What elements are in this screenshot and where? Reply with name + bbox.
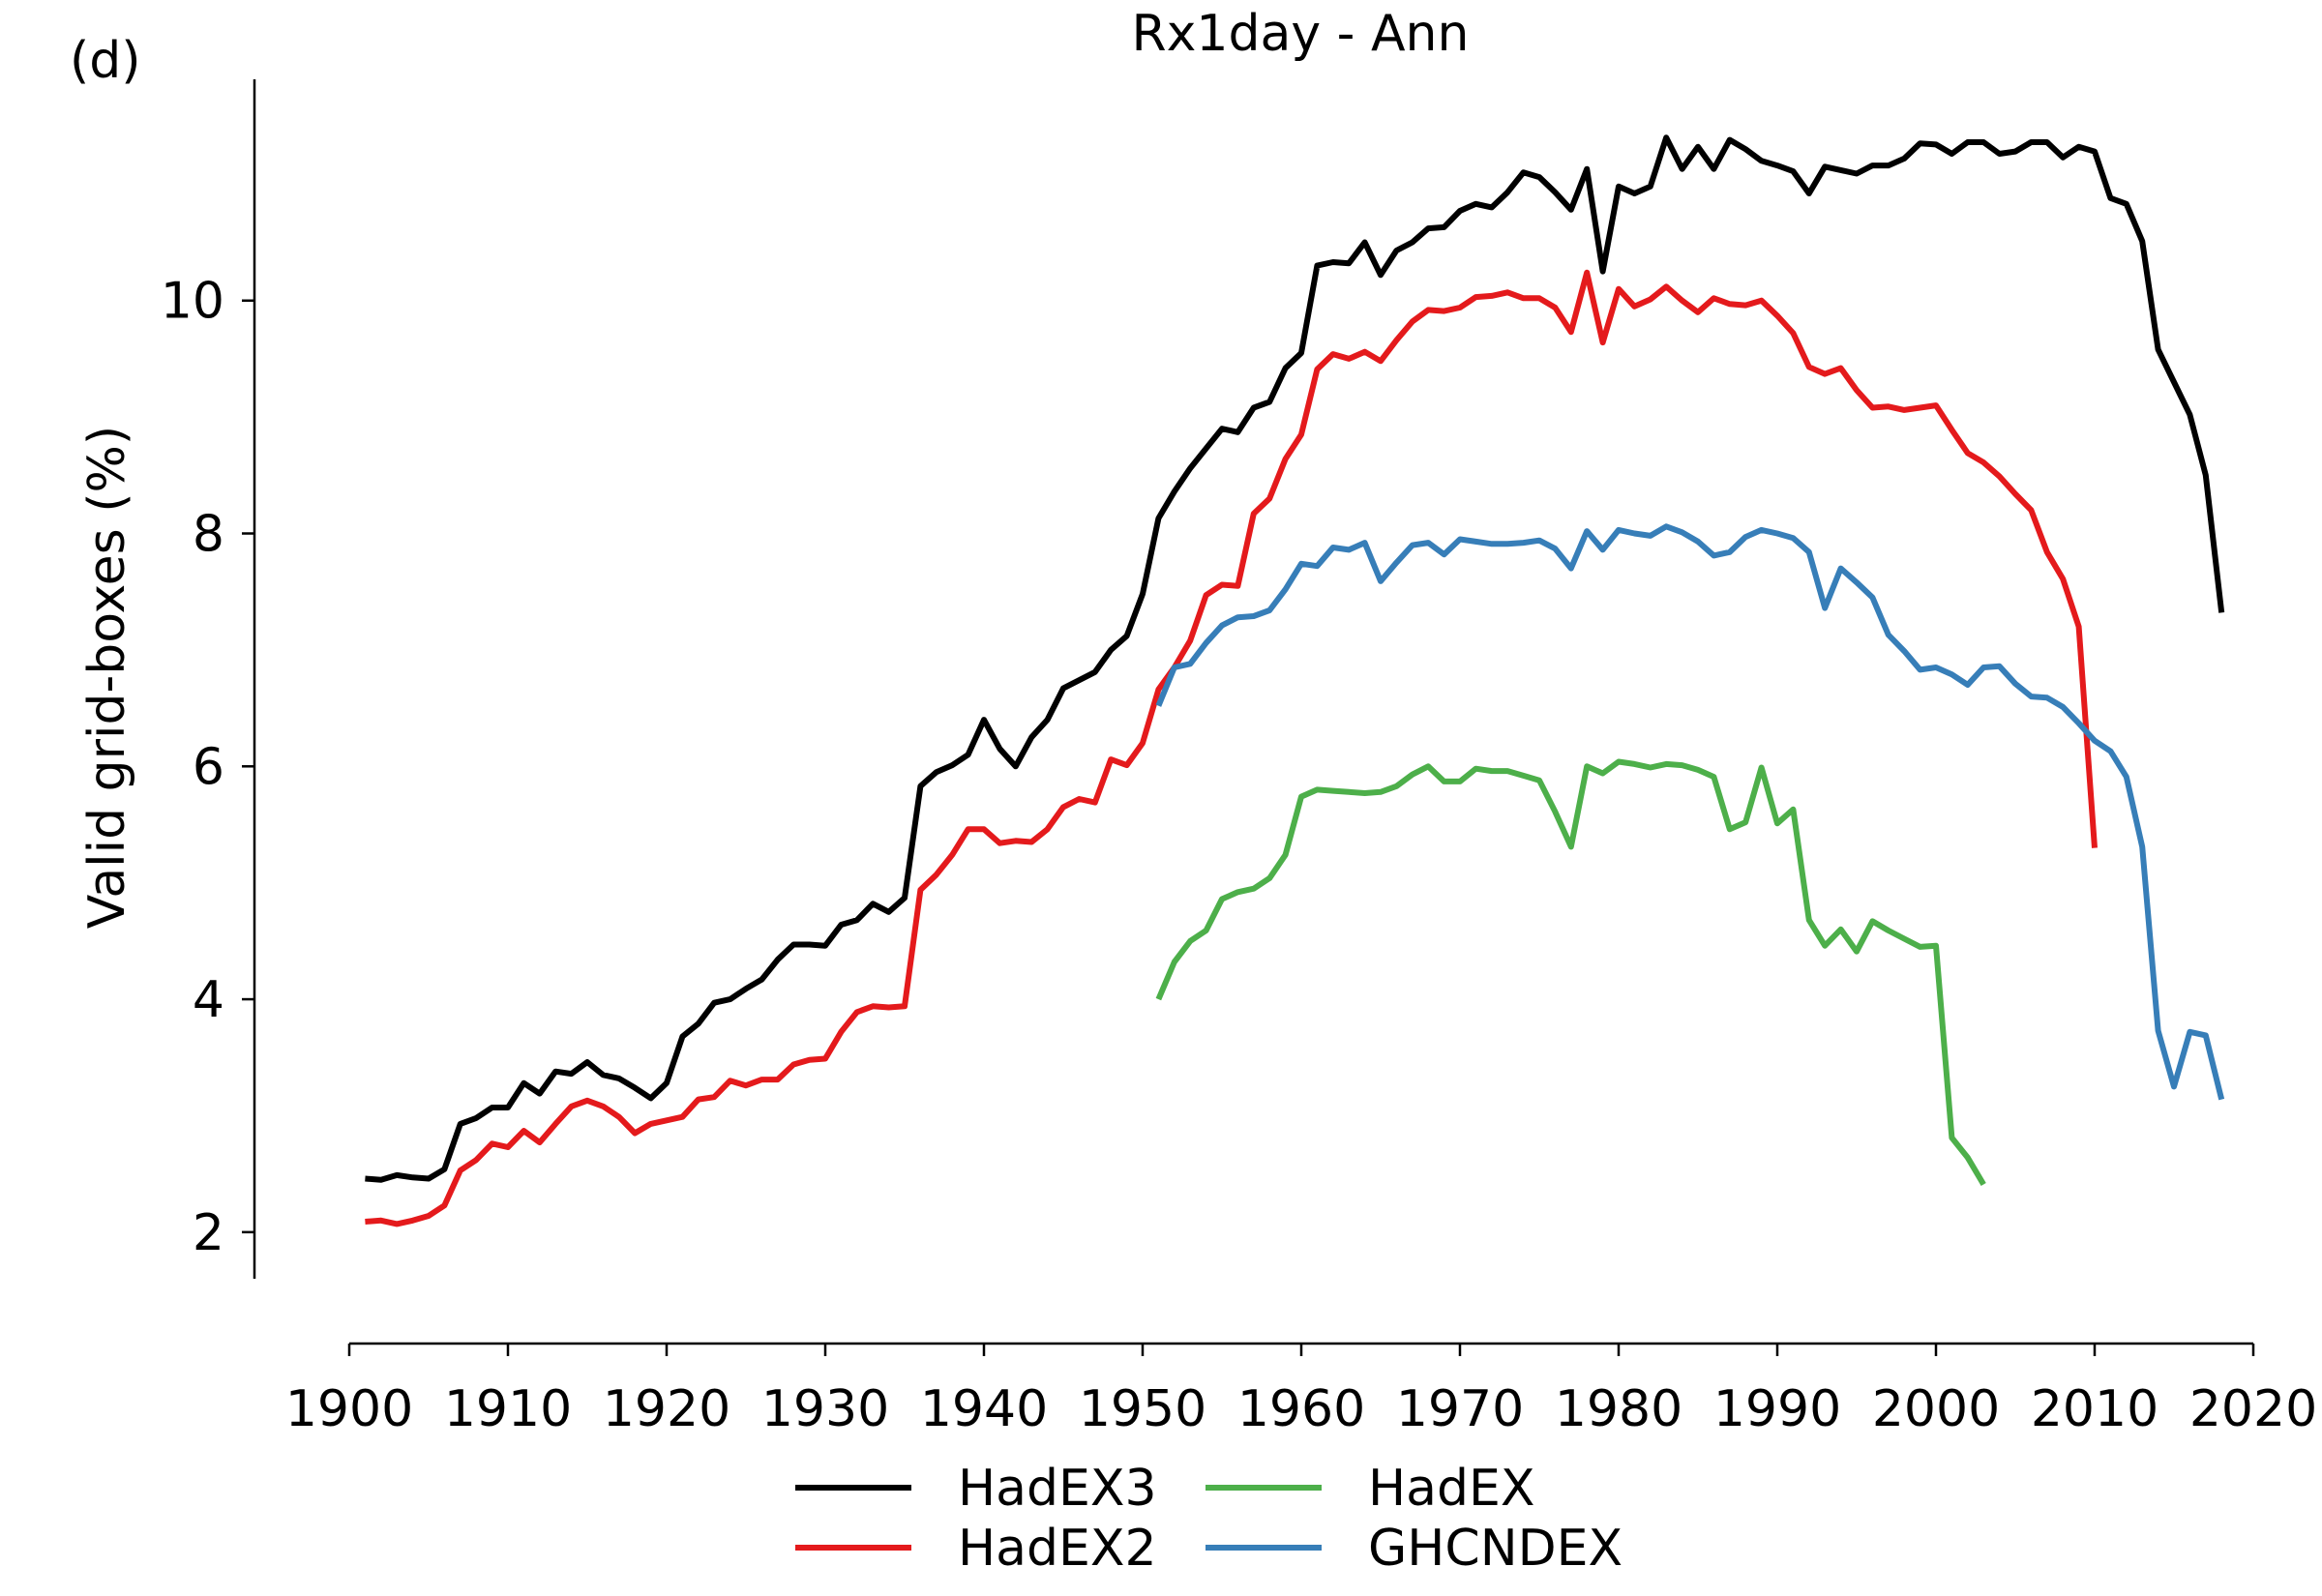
series-line-hadex3 (365, 134, 2225, 1183)
y-axis-label: Valid grid-boxes (%) (78, 426, 136, 929)
x-tick-label: 1950 (1079, 1380, 1206, 1438)
x-tick-label: 2020 (2189, 1380, 2317, 1438)
panel-label: (d) (70, 32, 141, 90)
x-tick-label: 2000 (1872, 1380, 2000, 1438)
legend-label-hadex3: HadEX3 (958, 1460, 1157, 1518)
x-tick-label: 1970 (1396, 1380, 1524, 1438)
x-tick-label: 1990 (1713, 1380, 1841, 1438)
chart-title: Rx1day - Ann (1132, 5, 1470, 63)
x-tick-label: 2010 (2031, 1380, 2158, 1438)
series-lines (365, 134, 2225, 1227)
x-tick-label: 1920 (603, 1380, 730, 1438)
legend-label-hadex2: HadEX2 (958, 1520, 1157, 1578)
series-line-hadex (1155, 758, 1986, 1187)
y-tick-label: 10 (161, 273, 224, 331)
x-ticks: 1900 1910 1920 1930 1940 1950 1960 1970 1980 1990… (285, 1344, 2317, 1438)
y-ticks: 2 4 6 8 10 (161, 273, 254, 1262)
y-tick-label: 6 (193, 738, 224, 796)
legend-label-ghcndex: GHCNDEX (1368, 1520, 1622, 1578)
y-tick-label: 4 (193, 971, 224, 1029)
x-tick-label: 1960 (1237, 1380, 1365, 1438)
series-line-ghcndex (1155, 523, 2225, 1101)
x-tick-label: 1910 (444, 1380, 572, 1438)
legend-label-hadex: HadEX (1368, 1460, 1534, 1518)
x-tick-label: 1940 (920, 1380, 1048, 1438)
x-tick-label: 1900 (285, 1380, 413, 1438)
x-tick-label: 1930 (761, 1380, 889, 1438)
series-line-hadex2 (365, 269, 2098, 1227)
y-tick-label: 2 (193, 1204, 224, 1262)
x-tick-label: 1980 (1555, 1380, 1682, 1438)
y-tick-label: 8 (193, 506, 224, 564)
